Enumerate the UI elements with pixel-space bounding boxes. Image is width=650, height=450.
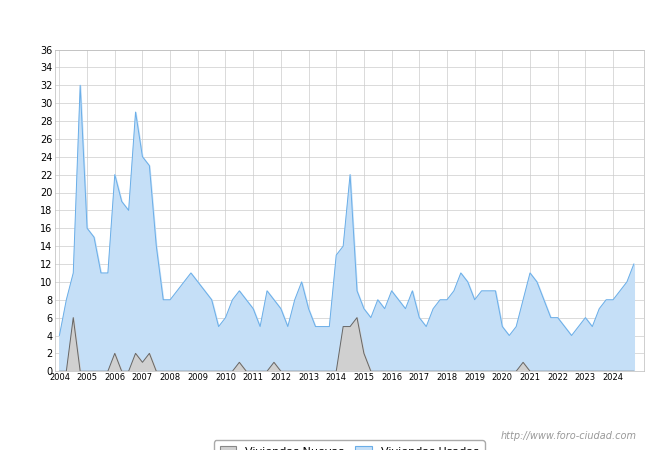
Text: http://www.foro-ciudad.com: http://www.foro-ciudad.com <box>501 431 637 441</box>
Legend: Viviendas Nuevas, Viviendas Usadas: Viviendas Nuevas, Viviendas Usadas <box>214 441 485 450</box>
Text: Fuente Obejuna - Evolucion del Nº de Transacciones Inmobiliarias: Fuente Obejuna - Evolucion del Nº de Tra… <box>107 15 543 28</box>
